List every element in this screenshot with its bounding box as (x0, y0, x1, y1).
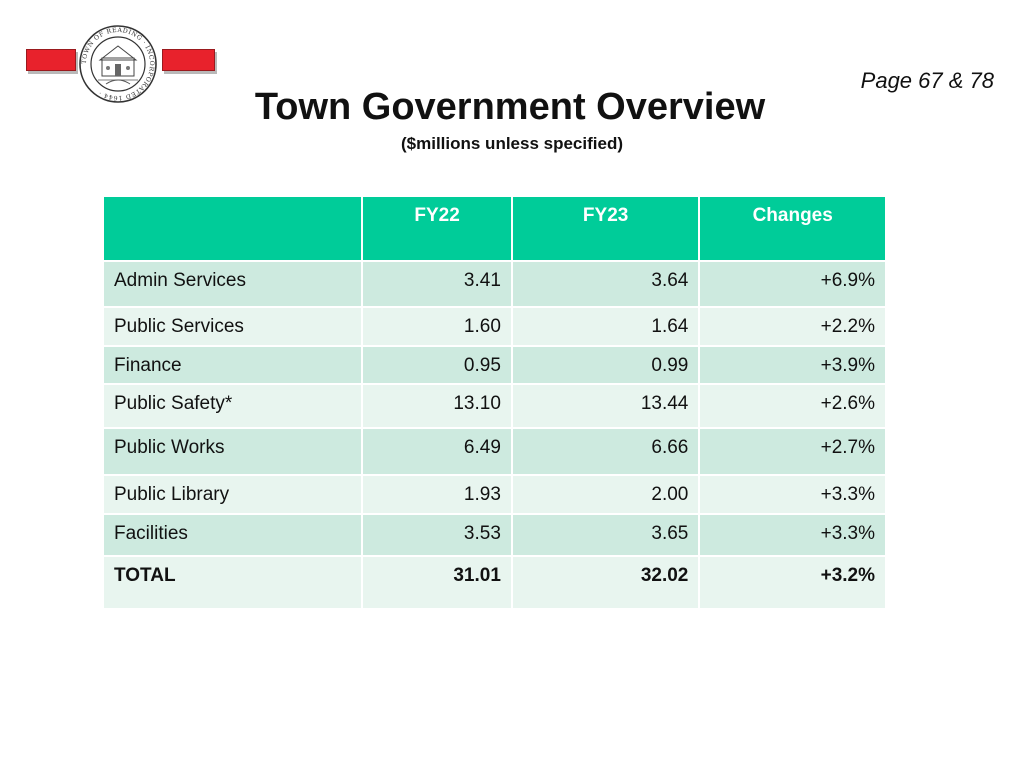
table-row: Public Safety* 13.10 13.44 +2.6% (101, 383, 887, 429)
column-header-fy23: FY23 (510, 195, 701, 262)
change-value: +6.9% (698, 260, 887, 308)
fy23-value: 6.66 (510, 427, 701, 476)
table-header-row: FY22 FY23 Changes (101, 195, 887, 262)
row-label: Facilities (101, 513, 364, 557)
table-row: Admin Services 3.41 3.64 +6.9% (101, 260, 887, 308)
red-bar-right (162, 49, 215, 71)
fy23-value: 2.00 (510, 474, 701, 515)
page-subtitle: ($millions unless specified) (400, 134, 623, 153)
fy22-value: 13.10 (361, 383, 513, 429)
row-label: Public Works (101, 427, 364, 476)
row-label: Public Safety* (101, 383, 364, 429)
column-header-label (101, 195, 364, 262)
table-row: Finance 0.95 0.99 +3.9% (101, 345, 887, 385)
fy22-value: 1.93 (361, 474, 513, 515)
fy23-value: 0.99 (510, 345, 701, 385)
fy22-value: 0.95 (361, 345, 513, 385)
change-value: +2.7% (698, 427, 887, 476)
total-label: TOTAL (101, 555, 364, 610)
fy23-value: 3.65 (510, 513, 701, 557)
fy22-value: 1.60 (361, 306, 513, 347)
column-header-changes: Changes (698, 195, 887, 262)
total-change-value: +3.2% (698, 555, 887, 610)
fy22-value: 3.53 (361, 513, 513, 557)
table-row: Facilities 3.53 3.65 +3.3% (101, 513, 887, 557)
total-fy22-value: 31.01 (361, 555, 513, 610)
change-value: +3.9% (698, 345, 887, 385)
row-label: Admin Services (101, 260, 364, 308)
row-label: Finance (101, 345, 364, 385)
fy23-value: 3.64 (510, 260, 701, 308)
total-fy23-value: 32.02 (510, 555, 701, 610)
fy23-value: 1.64 (510, 306, 701, 347)
red-bar-left (26, 49, 76, 71)
table-row: Public Library 1.93 2.00 +3.3% (101, 474, 887, 515)
table-row: Public Services 1.60 1.64 +2.2% (101, 306, 887, 347)
change-value: +2.2% (698, 306, 887, 347)
column-header-fy22: FY22 (361, 195, 513, 262)
change-value: +3.3% (698, 513, 887, 557)
budget-table: FY22 FY23 Changes Admin Services 3.41 3.… (101, 195, 887, 610)
fy22-value: 3.41 (361, 260, 513, 308)
table-total-row: TOTAL 31.01 32.02 +3.2% (101, 555, 887, 610)
row-label: Public Services (101, 306, 364, 347)
fy23-value: 13.44 (510, 383, 701, 429)
page-title-text: Town Government Overview (254, 86, 766, 128)
change-value: +2.6% (698, 383, 887, 429)
row-label: Public Library (101, 474, 364, 515)
page-reference: Page 67 & 78 (860, 68, 994, 93)
table-row: Public Works 6.49 6.66 +2.7% (101, 427, 887, 476)
change-value: +3.3% (698, 474, 887, 515)
town-seal-logo: TOWN OF READING · INCORPORATED 1644 · (79, 25, 157, 103)
page-title: Town Government Overview (0, 86, 1024, 129)
fy22-value: 6.49 (361, 427, 513, 476)
